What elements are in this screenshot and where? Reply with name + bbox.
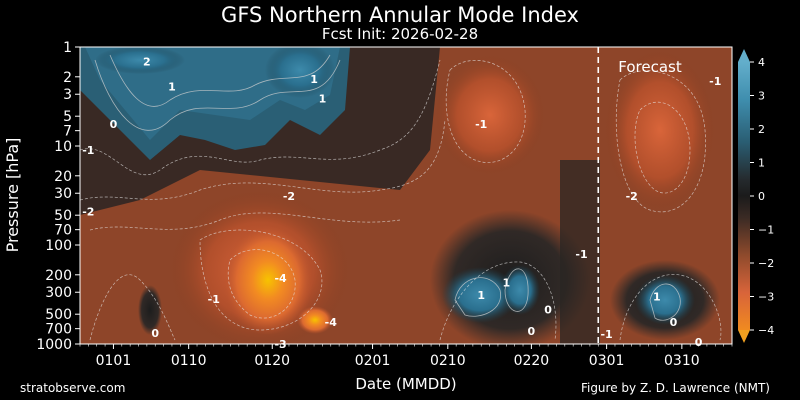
- colorbar: 4 3 2 1 0 −1 −2 −3 −4: [738, 49, 774, 343]
- contour-label: 1: [477, 289, 485, 302]
- y-tick-label: 200: [45, 268, 72, 284]
- y-tick-label: 50: [54, 208, 72, 224]
- x-axis-label: Date (MMDD): [355, 375, 456, 393]
- y-tick-label: 20: [54, 169, 72, 185]
- x-tick-label: 0220: [514, 353, 550, 369]
- contour-label: -1: [475, 118, 487, 131]
- contour-label: -2: [82, 206, 94, 219]
- contour-label: 0: [110, 118, 118, 131]
- x-tick-label: 0201: [355, 353, 391, 369]
- y-tick-label: 30: [54, 186, 72, 202]
- x-tick-label: 0120: [254, 353, 290, 369]
- y-tick-label: 2: [63, 70, 72, 86]
- contour-label: -2: [283, 190, 295, 203]
- colorbar-extend-high: [738, 49, 750, 62]
- forecast-label: Forecast: [618, 58, 682, 76]
- y-tick-label: 500: [45, 307, 72, 323]
- y-axis-label: Pressure [hPa]: [3, 138, 22, 253]
- colorbar-extend-low: [738, 330, 750, 343]
- contour-label: 0: [695, 336, 703, 349]
- author-credit: Figure by Z. D. Lawrence (NMT): [580, 381, 770, 395]
- contour-label: 1: [319, 92, 327, 105]
- colorbar-tick-label: −2: [758, 257, 774, 270]
- x-tick-label: 0110: [171, 353, 207, 369]
- contour-label: 1: [502, 277, 510, 290]
- colorbar-tick-label: 4: [758, 56, 765, 69]
- y-tick-label: 70: [54, 223, 72, 239]
- x-tick-label: 0210: [430, 353, 466, 369]
- heatmap-field: [80, 47, 732, 344]
- contour-label: 1: [653, 290, 661, 303]
- y-tick-label: 300: [45, 285, 72, 301]
- x-axis: 0101 0110 0120 0201 0210 0220 0301 0310: [79, 344, 733, 369]
- colorbar-tick-label: −4: [758, 324, 774, 337]
- colorbar-tick-label: 3: [758, 90, 765, 103]
- contour-label: -4: [274, 272, 287, 285]
- colorbar-scale: [738, 62, 750, 330]
- x-tick-label: 0101: [96, 353, 132, 369]
- chart-subtitle: Fcst Init: 2026-02-28: [321, 25, 479, 43]
- contour-label: -1: [600, 328, 612, 341]
- colorbar-tick-label: −3: [758, 291, 774, 304]
- contour-label: -1: [208, 293, 220, 306]
- contour-label: -4: [325, 316, 338, 329]
- y-tick-label: 7: [63, 124, 72, 140]
- y-tick-label: 100: [45, 238, 72, 254]
- y-tick-label: 10: [54, 139, 72, 155]
- colorbar-tick-label: −1: [758, 224, 774, 237]
- contour-label: 1: [168, 80, 176, 93]
- y-tick-label: 5: [63, 109, 72, 125]
- colorbar-tick-label: 2: [758, 123, 765, 136]
- contour-label: 2: [143, 55, 151, 68]
- colorbar-tick-label: 0: [758, 190, 765, 203]
- colorbar-tick-label: 1: [758, 157, 765, 170]
- contour-label: -1: [82, 144, 94, 157]
- x-tick-label: 0301: [589, 353, 625, 369]
- y-tick-label: 1: [63, 40, 72, 56]
- site-credit: stratobserve.com: [20, 381, 126, 395]
- x-tick-label: 0310: [664, 353, 700, 369]
- contour-label: 1: [310, 73, 318, 86]
- contour-label: -1: [575, 248, 587, 261]
- contour-label: 0: [670, 316, 678, 329]
- contour-label: 0: [528, 325, 536, 338]
- contour-label: 0: [544, 304, 552, 317]
- chart-title: GFS Northern Annular Mode Index: [221, 3, 579, 27]
- contour-label: -2: [626, 190, 638, 203]
- contour-label: 0: [151, 327, 159, 340]
- y-tick-label: 3: [63, 87, 72, 103]
- y-tick-label: 700: [45, 322, 72, 338]
- contour-label: -1: [709, 75, 721, 88]
- y-tick-label: 1000: [36, 337, 72, 353]
